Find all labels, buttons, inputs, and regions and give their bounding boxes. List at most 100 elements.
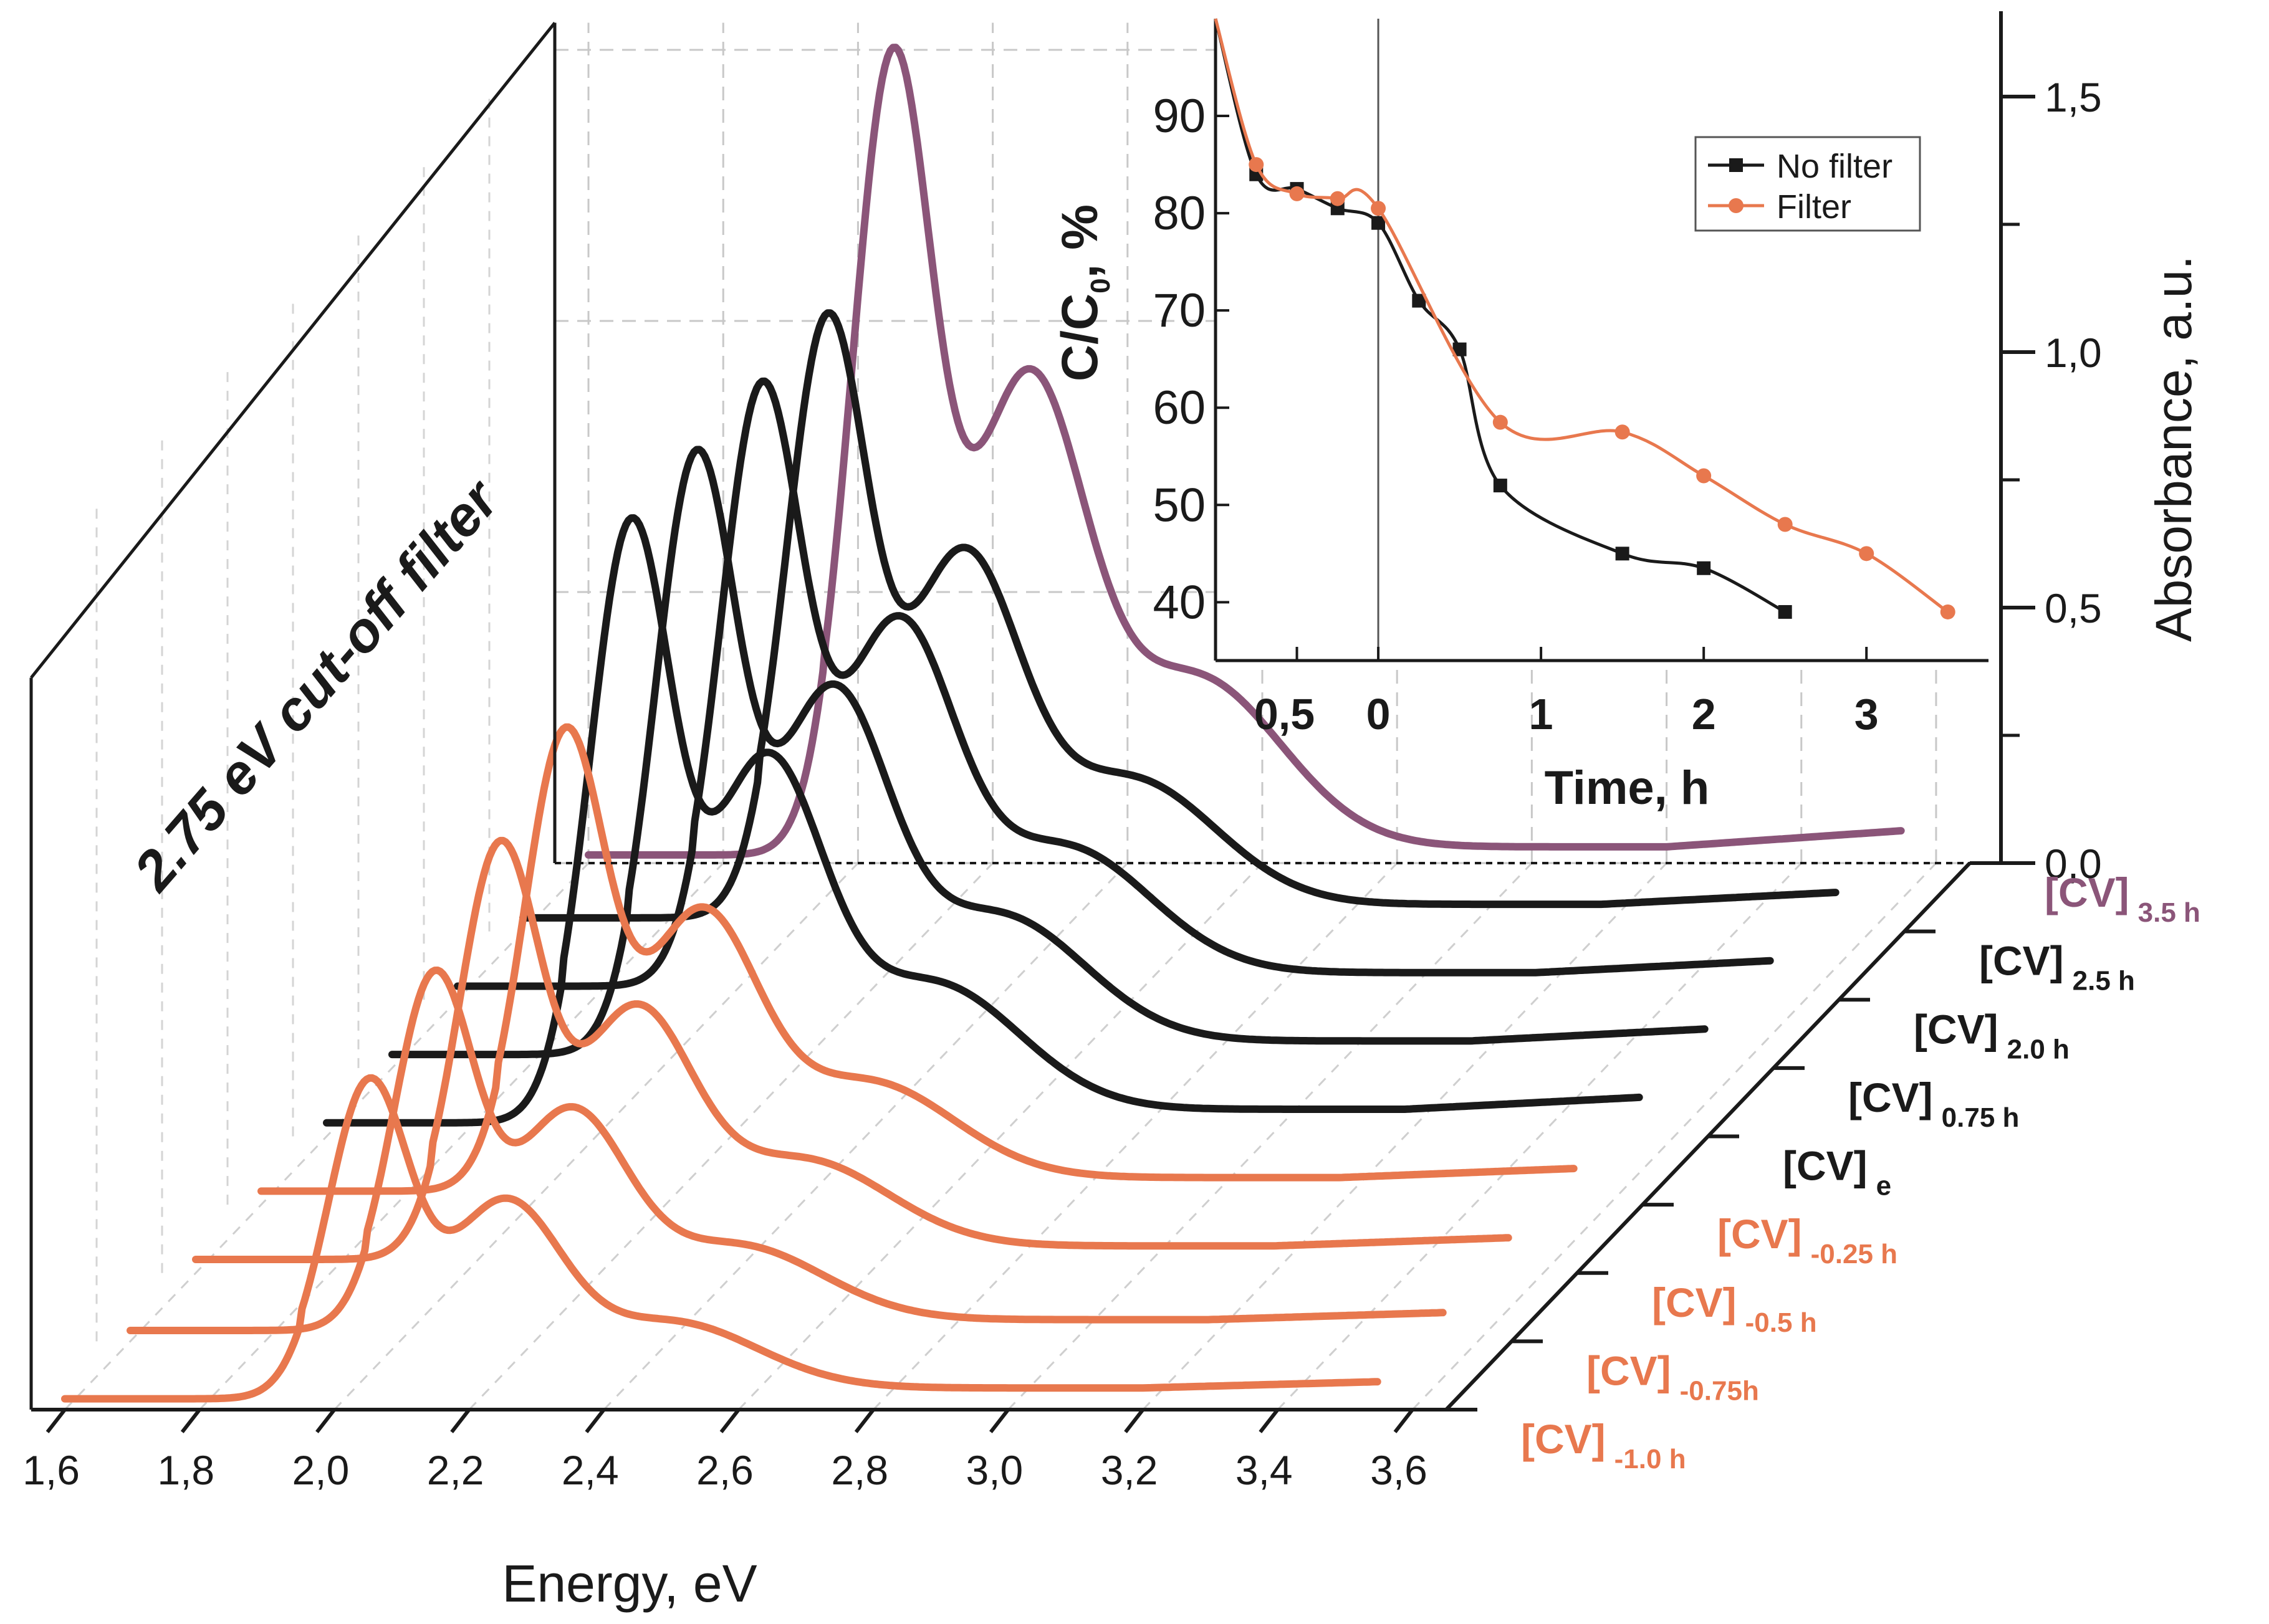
series-label-sub: 0.75 h xyxy=(1942,1102,2020,1133)
series-label-name: [CV] xyxy=(1586,1347,1671,1393)
energy-tick-label: 2,4 xyxy=(562,1447,619,1493)
floor-gridline xyxy=(1277,862,1802,1411)
series-label-sub: -0.75h xyxy=(1680,1375,1759,1406)
series-label-name: [CV] xyxy=(1848,1074,1933,1120)
energy-tick xyxy=(1259,1408,1280,1433)
energy-tick-label: 2,6 xyxy=(696,1447,754,1493)
axes-layer xyxy=(29,11,2035,1433)
energy-tick-label: 3,4 xyxy=(1235,1447,1293,1493)
series-label-sub: -1.0 h xyxy=(1614,1444,1686,1474)
spectrum-line xyxy=(323,514,1643,1127)
series-label: [CV] -0.25 h xyxy=(1717,1211,1897,1269)
inset-point-circle xyxy=(1614,424,1630,440)
energy-tick xyxy=(1393,1408,1414,1433)
energy-tick xyxy=(180,1408,201,1433)
series-label: [CV] -1.0 h xyxy=(1521,1416,1686,1474)
absorbance-tick-label: 1,0 xyxy=(2045,330,2102,376)
energy-axis-label: Energy, eV xyxy=(502,1554,757,1613)
inset-x-tick-label: 1 xyxy=(1529,690,1553,738)
wall-frame-line xyxy=(30,21,556,679)
floor-gridline xyxy=(873,862,1398,1411)
inset-point-square xyxy=(1615,547,1629,561)
inset-y-label-sub: 0 xyxy=(1085,278,1116,293)
energy-tick-label: 3,2 xyxy=(1101,1447,1158,1493)
spectrum-line xyxy=(257,723,1578,1195)
series-label-sub: 3.5 h xyxy=(2138,897,2200,928)
inset-y-label-tail: , % xyxy=(1052,204,1108,278)
series-label: [CV] 2.0 h xyxy=(1914,1006,2070,1064)
inset-point-circle xyxy=(1492,414,1508,430)
energy-tick xyxy=(989,1408,1010,1433)
inset-y-tick-label: 70 xyxy=(1153,284,1206,337)
series-label: [CV] e xyxy=(1783,1143,1891,1201)
energy-tick-label: 2,2 xyxy=(427,1447,484,1493)
energy-tick xyxy=(854,1408,875,1433)
energy-tick xyxy=(450,1408,471,1433)
inset-y-tick-label: 80 xyxy=(1153,187,1206,240)
spectrum-line xyxy=(585,44,1905,859)
energy-tick-label: 1,8 xyxy=(157,1447,214,1493)
series-label: [CV] -0.75h xyxy=(1586,1347,1759,1406)
legend-marker-square xyxy=(1729,158,1743,172)
inset-y-tick-label: 40 xyxy=(1153,576,1206,629)
series-label: [CV] 0.75 h xyxy=(1848,1074,2019,1133)
inset-point-circle xyxy=(1940,604,1955,619)
energy-tick-label: 2,8 xyxy=(831,1447,888,1493)
series-label-sub: 2.0 h xyxy=(2007,1034,2070,1064)
absorbance-axis-label: Absorbance, a.u. xyxy=(2146,256,2202,642)
inset-x-tick-label: 2 xyxy=(1692,690,1716,738)
absorbance-tick-label: 1,5 xyxy=(2045,74,2102,120)
inset-point-square xyxy=(1697,561,1711,575)
inset-x-axis-label: Time, h xyxy=(1545,762,1710,814)
inset-y-tick-label: 50 xyxy=(1153,479,1206,532)
absorbance-tick-label: 0,5 xyxy=(2045,585,2102,631)
inset-point-square xyxy=(1778,604,1792,619)
inset-point-square xyxy=(1452,342,1467,356)
series-label-sub: -0.25 h xyxy=(1811,1239,1897,1269)
series-label-name: [CV] xyxy=(1914,1006,1998,1052)
energy-tick-label: 1,6 xyxy=(22,1447,80,1493)
series-label: [CV] -0.5 h xyxy=(1652,1279,1817,1338)
energy-tick xyxy=(1124,1408,1144,1433)
inset-y-tick-label: 60 xyxy=(1153,381,1206,434)
energy-tick xyxy=(46,1408,67,1433)
absorbance-tick-label: 0,0 xyxy=(2045,841,2102,887)
inset-point-circle xyxy=(1777,517,1793,532)
energy-tick xyxy=(315,1408,336,1433)
inset-point-circle xyxy=(1371,201,1386,216)
floor-gridline xyxy=(1411,862,1937,1411)
inset-point-square xyxy=(1493,479,1507,493)
spectrum-line xyxy=(192,836,1512,1263)
energy-tick xyxy=(585,1408,606,1433)
series-label-sub: -0.5 h xyxy=(1745,1307,1817,1338)
spectrum-line xyxy=(388,446,1709,1059)
floor-gridline xyxy=(603,862,1128,1411)
inset-point-circle xyxy=(1696,468,1712,484)
series-label-name: [CV] xyxy=(1717,1211,1802,1257)
inset-point-circle xyxy=(1249,157,1264,173)
legend-label: Filter xyxy=(1777,188,1851,226)
series-label-name: [CV] xyxy=(1652,1279,1737,1325)
series-label-name: [CV] xyxy=(1979,938,2064,984)
inset-point-square xyxy=(1412,294,1426,308)
filter-title: 2.75 eV cut-off filter xyxy=(122,467,512,903)
floor-gridline xyxy=(333,862,859,1411)
inset-point-circle xyxy=(1859,546,1874,561)
inset-point-circle xyxy=(1289,186,1305,201)
floor-gridline xyxy=(199,862,724,1411)
floor-gridline xyxy=(1142,862,1667,1411)
legend-label: No filter xyxy=(1777,148,1892,185)
series-label: [CV] 2.5 h xyxy=(1979,938,2135,996)
series-label-name: [CV] xyxy=(1521,1416,1606,1462)
series-label-sub: e xyxy=(1876,1171,1891,1201)
series-label-name: [CV] xyxy=(2045,869,2129,915)
energy-tick-label: 3,6 xyxy=(1370,1447,1427,1493)
energy-tick xyxy=(719,1408,741,1433)
energy-tick-label: 3,0 xyxy=(966,1447,1024,1493)
spectrum-line xyxy=(127,967,1447,1334)
inset-legend-box xyxy=(1694,136,1921,232)
inset-point-square xyxy=(1371,216,1386,230)
inset-y-tick-label: 90 xyxy=(1153,90,1206,143)
energy-tick-label: 2,0 xyxy=(292,1447,350,1493)
series-layer xyxy=(61,44,1905,1403)
